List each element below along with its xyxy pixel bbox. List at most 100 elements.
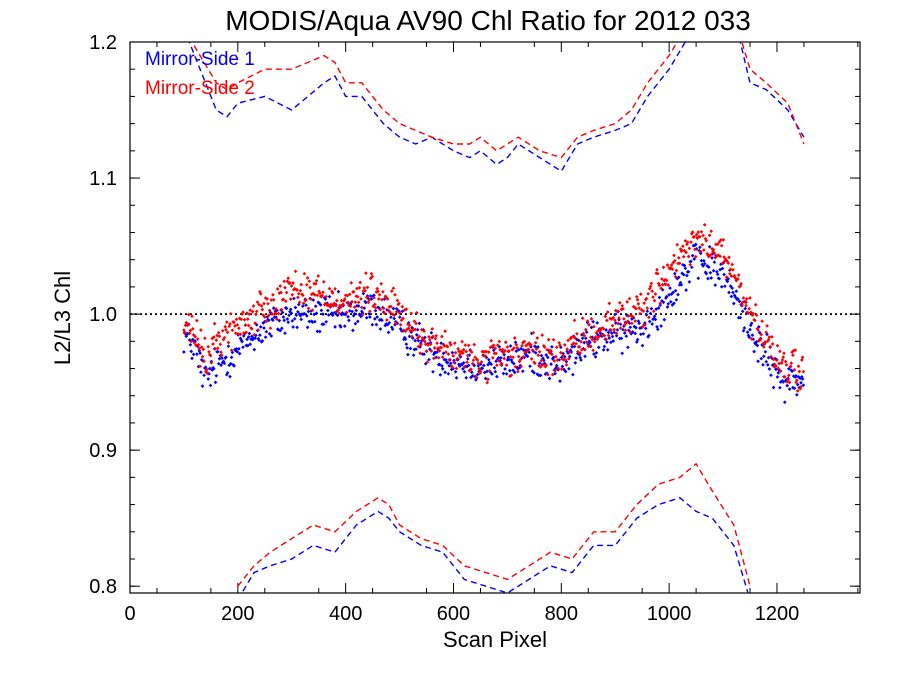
series-2-point: [623, 328, 628, 333]
series-1-point: [280, 310, 285, 315]
series-2-point: [230, 328, 235, 333]
series-2-point: [299, 282, 304, 287]
series-2-point: [545, 347, 549, 352]
series-2-point: [257, 302, 261, 307]
series-1-point: [350, 309, 354, 314]
series-2-point: [308, 285, 312, 290]
series-1-point: [285, 317, 290, 321]
series-2-point: [633, 319, 638, 323]
series-1-point: [659, 324, 663, 328]
series-2-point: [433, 336, 438, 341]
series-1-point: [291, 325, 295, 329]
series-1-point: [676, 292, 680, 297]
series-2-point: [677, 261, 682, 266]
series-2-point: [434, 333, 439, 338]
series-2-point: [220, 328, 225, 333]
series-2-point: [701, 233, 705, 238]
series-2-point: [651, 295, 655, 299]
series-2-point: [220, 353, 224, 358]
series-2-point: [437, 349, 442, 353]
series-2-point: [412, 319, 417, 324]
series-1-point: [634, 325, 638, 330]
series-2-point: [781, 355, 786, 359]
series-2-point: [605, 318, 609, 323]
series-1-point: [351, 328, 355, 333]
series-1-point: [785, 383, 790, 388]
series-2-point: [282, 279, 287, 284]
series-2-point: [448, 342, 453, 347]
series-2-point: [640, 325, 645, 329]
series-2-point: [427, 335, 431, 339]
series-1-point: [397, 315, 402, 319]
series-1-point: [521, 348, 526, 352]
series-2-point: [665, 263, 670, 267]
series-1-point: [443, 370, 447, 375]
legend-mirror-side-2: Mirror-Side 2: [145, 78, 255, 99]
series-2-point: [276, 311, 281, 316]
series-1-point: [354, 308, 359, 313]
series-1-point: [704, 271, 709, 276]
series-1-point: [723, 284, 727, 289]
series-1-point: [321, 312, 325, 316]
series-2-point: [313, 293, 317, 297]
series-2-point: [398, 322, 403, 327]
series-2-point: [604, 337, 608, 342]
series-1-point: [439, 341, 443, 345]
series-1-point: [795, 392, 799, 397]
series-2-point: [800, 355, 805, 360]
series-2-point: [454, 366, 459, 371]
series-2-point: [538, 365, 543, 369]
series-1-point: [795, 382, 800, 387]
series-2-point: [260, 307, 265, 312]
series-1-point: [374, 322, 379, 327]
series-2-point: [334, 298, 339, 303]
series-1-point: [799, 380, 803, 385]
series-2-point: [370, 274, 375, 279]
series-1-point: [191, 352, 196, 357]
series-1-point: [676, 275, 681, 280]
series-1-point: [550, 345, 554, 349]
series-2-point: [199, 328, 203, 332]
series-2-point: [364, 295, 369, 300]
series-2-point: [743, 299, 748, 304]
series-2-point: [650, 289, 655, 294]
series-2-point: [776, 366, 781, 371]
series-2-point: [724, 275, 729, 279]
series-1-point: [248, 342, 253, 347]
series-1-point: [199, 370, 203, 375]
series-2-point: [406, 326, 411, 331]
series-2-point: [643, 322, 647, 327]
series-2-point: [289, 284, 294, 288]
series-2-point: [394, 310, 399, 314]
series-1-point: [745, 330, 750, 335]
series-1-point: [408, 346, 413, 351]
series-2-point: [305, 276, 310, 280]
series-2-point: [254, 309, 259, 314]
series-2-point: [429, 349, 434, 353]
series-1-point: [445, 360, 450, 365]
series-1-point: [390, 327, 395, 332]
series-1-point: [573, 361, 578, 365]
series-2-point: [664, 278, 669, 283]
series-1-point: [544, 353, 549, 357]
series-2-point: [759, 332, 764, 337]
series-2-point: [497, 339, 502, 344]
series-2-point: [298, 288, 303, 293]
series-2-point: [324, 294, 329, 299]
series-2-point: [214, 338, 219, 342]
series-1-point: [563, 369, 568, 374]
series-2-point: [613, 318, 617, 323]
series-2-point: [770, 335, 774, 339]
series-2-point: [389, 304, 393, 309]
series-1-point: [750, 333, 755, 337]
series-2-point: [484, 349, 489, 354]
series-2-point: [786, 378, 790, 382]
series-2-point: [554, 345, 559, 350]
series-2-point: [793, 348, 798, 352]
series-2-point: [500, 347, 505, 352]
series-1-point: [711, 268, 716, 273]
series-1-point: [222, 361, 227, 366]
x-axis-label: Scan Pixel: [443, 627, 547, 652]
series-1-point: [480, 366, 485, 371]
